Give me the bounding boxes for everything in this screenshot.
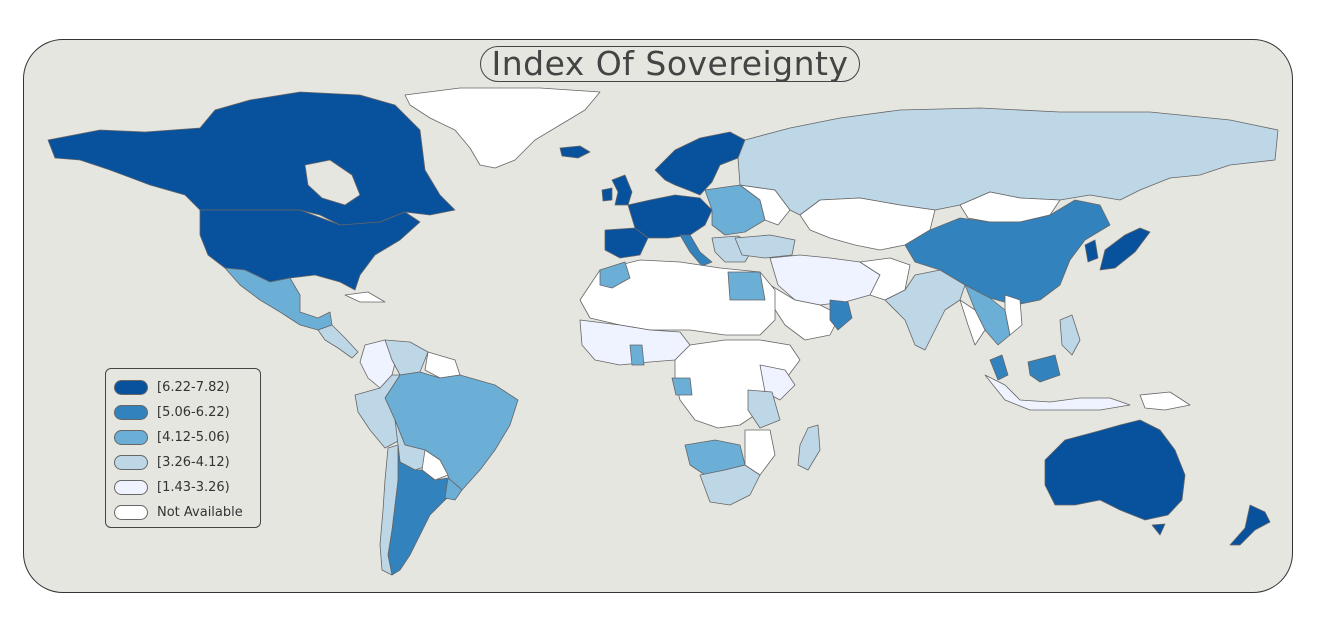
region-tanzania xyxy=(747,389,781,429)
hudson-bay xyxy=(304,159,361,206)
legend-swatch xyxy=(114,505,148,520)
region-ghana xyxy=(629,344,645,366)
region-india xyxy=(884,269,966,351)
region-russia xyxy=(737,107,1279,216)
region-iceland xyxy=(559,145,591,159)
region-gabon xyxy=(671,377,693,396)
region-png xyxy=(1139,391,1191,411)
region-australia xyxy=(1044,419,1186,521)
map-frame xyxy=(23,39,1293,593)
legend-swatch xyxy=(114,405,148,420)
region-chile xyxy=(379,444,399,576)
region-arabia xyxy=(769,284,841,341)
legend-label: [4.12-5.06) xyxy=(157,430,230,445)
region-philippines xyxy=(1059,314,1081,356)
region-oman xyxy=(829,299,853,331)
legend-swatch xyxy=(114,455,148,470)
region-greenland xyxy=(404,87,601,169)
region-japan xyxy=(1099,227,1151,271)
region-east-africa xyxy=(759,364,796,401)
legend-item: [5.06-6.22) xyxy=(114,400,260,425)
region-paraguay xyxy=(421,449,449,481)
region-uruguay xyxy=(444,477,463,501)
region-borneo xyxy=(1027,354,1061,383)
region-scandinavia xyxy=(654,131,746,196)
region-madagascar xyxy=(797,424,821,471)
region-tasmania xyxy=(1151,523,1166,536)
legend-item: [3.26-4.12) xyxy=(114,450,260,475)
legend-swatch xyxy=(114,480,148,495)
legend: [6.22-7.82) [5.06-6.22) [4.12-5.06) [3.2… xyxy=(105,368,261,528)
legend-item: [6.22-7.82) xyxy=(114,375,260,400)
region-turkey xyxy=(734,234,796,259)
legend-label: Not Available xyxy=(157,505,243,520)
legend-item: Not Available xyxy=(114,500,260,525)
map-title: Index Of Sovereignty xyxy=(480,46,860,82)
region-south-africa xyxy=(699,464,761,506)
region-malaysia xyxy=(989,354,1009,381)
region-mozambique xyxy=(744,429,776,476)
region-morocco xyxy=(599,261,631,289)
legend-label: [3.26-4.12) xyxy=(157,455,230,470)
legend-swatch xyxy=(114,430,148,445)
legend-label: [1.43-3.26) xyxy=(157,480,230,495)
region-myanmar xyxy=(959,299,986,346)
region-mexico xyxy=(224,267,333,331)
region-new-zealand xyxy=(1229,504,1271,546)
region-cuba xyxy=(344,291,386,303)
legend-label: [5.06-6.22) xyxy=(157,405,230,420)
region-vietnam xyxy=(1004,294,1023,336)
legend-label: [6.22-7.82) xyxy=(157,380,230,395)
region-ireland xyxy=(601,187,613,202)
legend-swatch xyxy=(114,380,148,395)
region-italy xyxy=(679,234,713,267)
legend-item: [4.12-5.06) xyxy=(114,425,260,450)
region-iberia xyxy=(604,227,649,259)
region-egypt xyxy=(727,271,766,301)
region-korea xyxy=(1084,239,1099,263)
region-central-america xyxy=(317,324,359,359)
legend-item: [1.43-3.26) xyxy=(114,475,260,500)
region-indonesia xyxy=(984,374,1131,411)
